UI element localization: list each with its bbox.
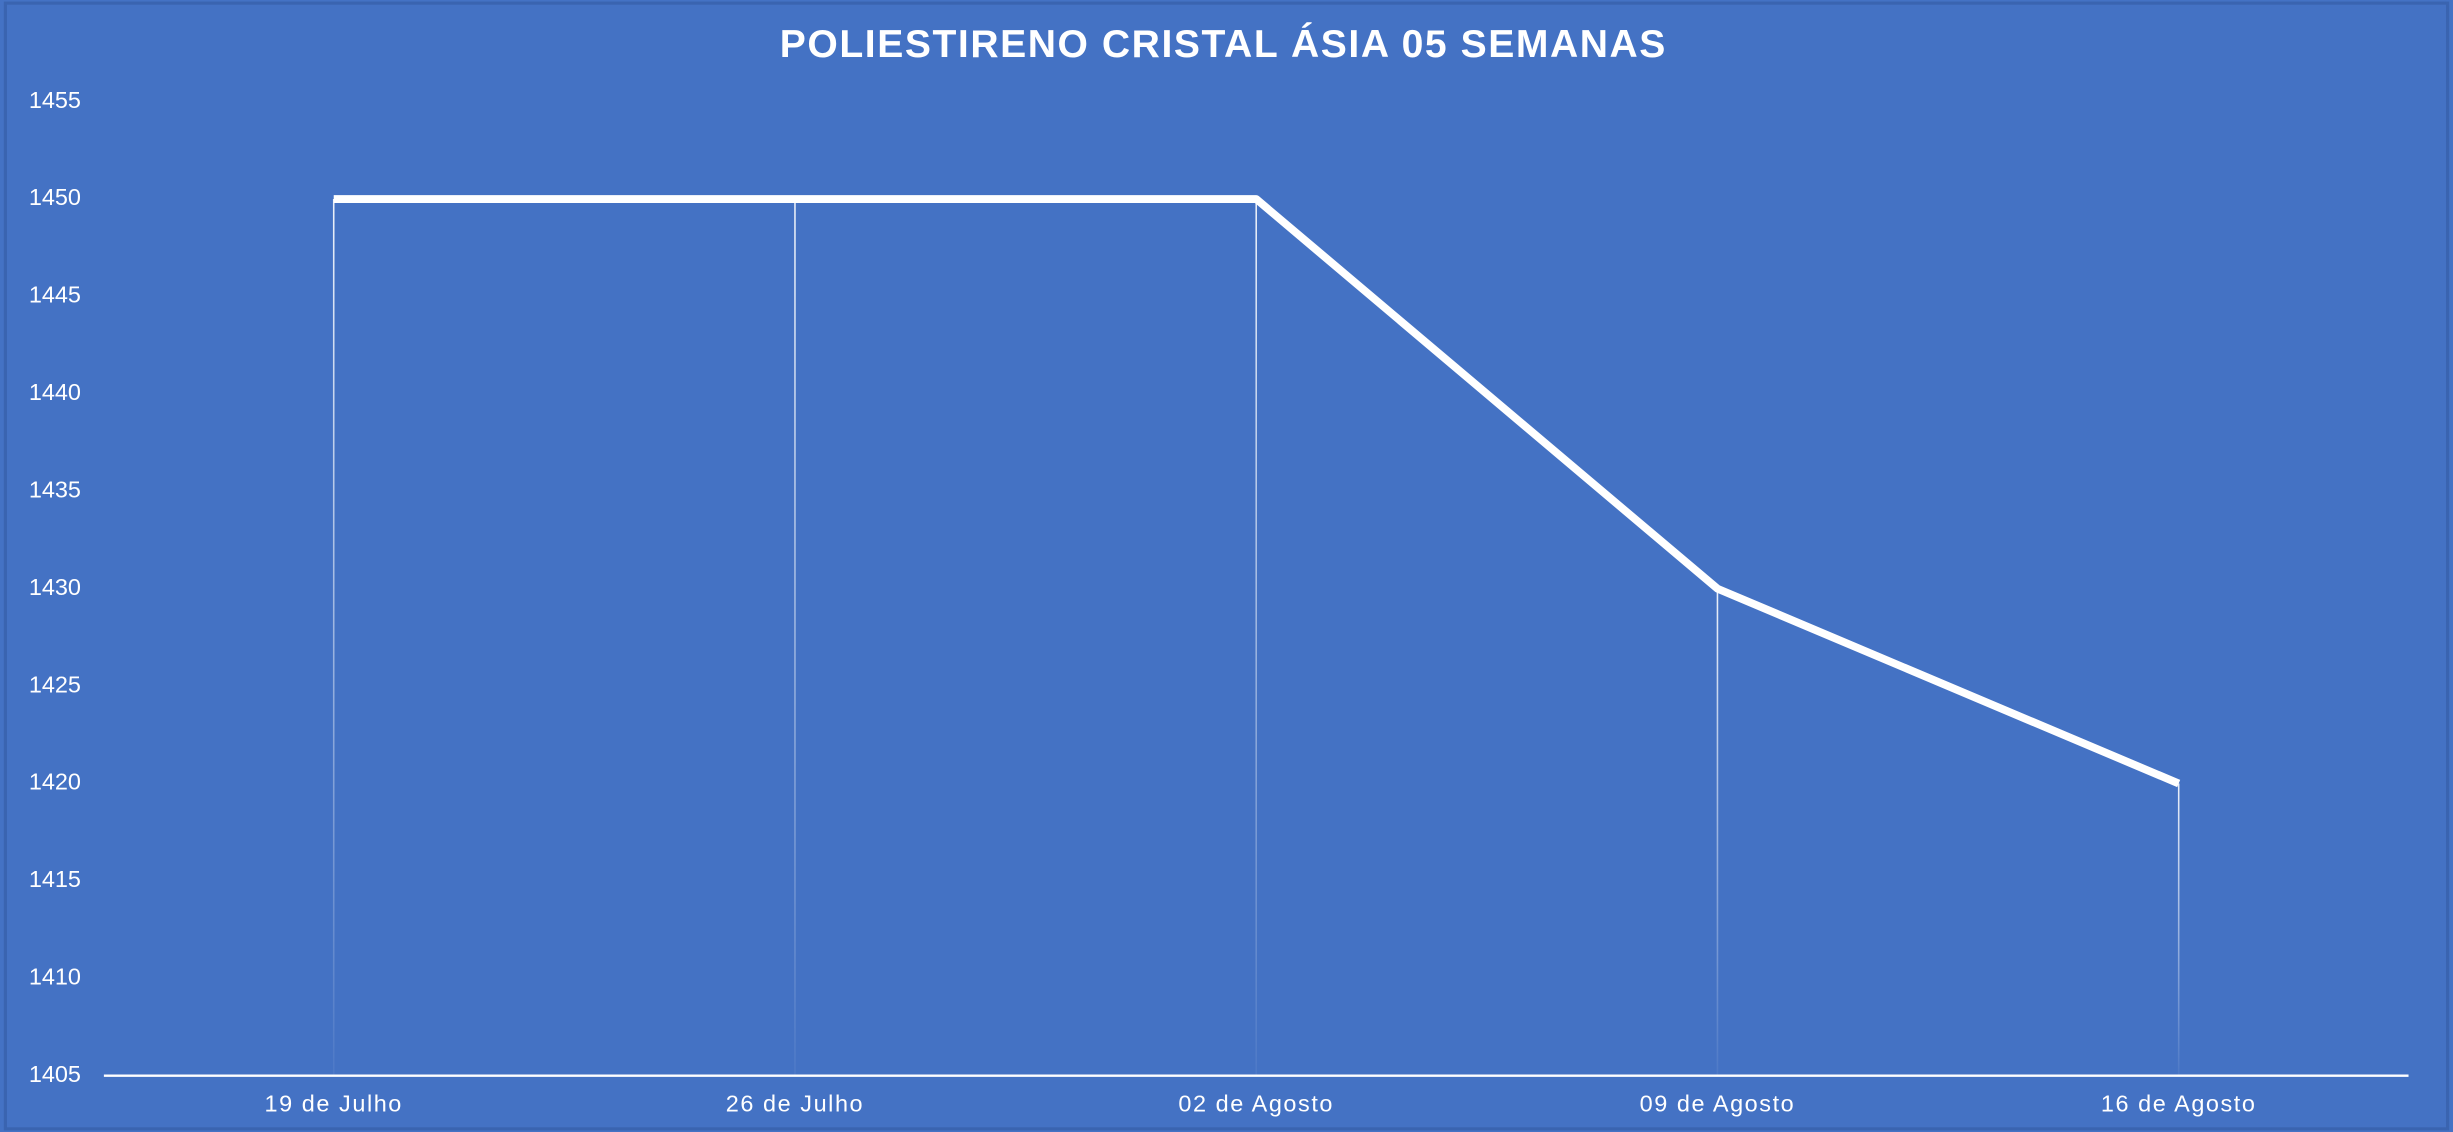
y-tick-label: 1415 xyxy=(29,866,81,892)
x-tick-label: 09 de Agosto xyxy=(1640,1091,1796,1117)
drop-line xyxy=(2177,783,2180,1076)
y-tick-label: 1455 xyxy=(29,87,81,113)
plot-frame xyxy=(3,1,2450,1131)
y-tick-label: 1435 xyxy=(29,476,81,502)
drop-line xyxy=(794,199,796,1076)
drop-line xyxy=(1716,588,1719,1076)
y-tick-label: 1445 xyxy=(29,282,81,308)
y-tick-label: 1430 xyxy=(29,574,81,600)
drop-line xyxy=(1255,199,1257,1076)
drop-line xyxy=(332,199,335,1076)
y-tick-label: 1450 xyxy=(29,184,81,210)
x-tick-label: 26 de Julho xyxy=(726,1091,864,1117)
x-tick-label: 16 de Agosto xyxy=(2101,1091,2257,1117)
chart-title: POLIESTIRENO CRISTAL ÁSIA 05 SEMANAS xyxy=(780,22,1667,66)
y-tick-label: 1425 xyxy=(29,671,81,697)
x-tick-label: 02 de Agosto xyxy=(1178,1091,1334,1117)
y-tick-label: 1410 xyxy=(29,963,81,989)
y-tick-label: 1440 xyxy=(29,379,81,405)
x-tick-label: 19 de Julho xyxy=(265,1091,403,1117)
data-line xyxy=(333,195,2181,788)
y-tick-label: 1405 xyxy=(29,1061,81,1087)
y-tick-label: 1420 xyxy=(29,769,81,795)
